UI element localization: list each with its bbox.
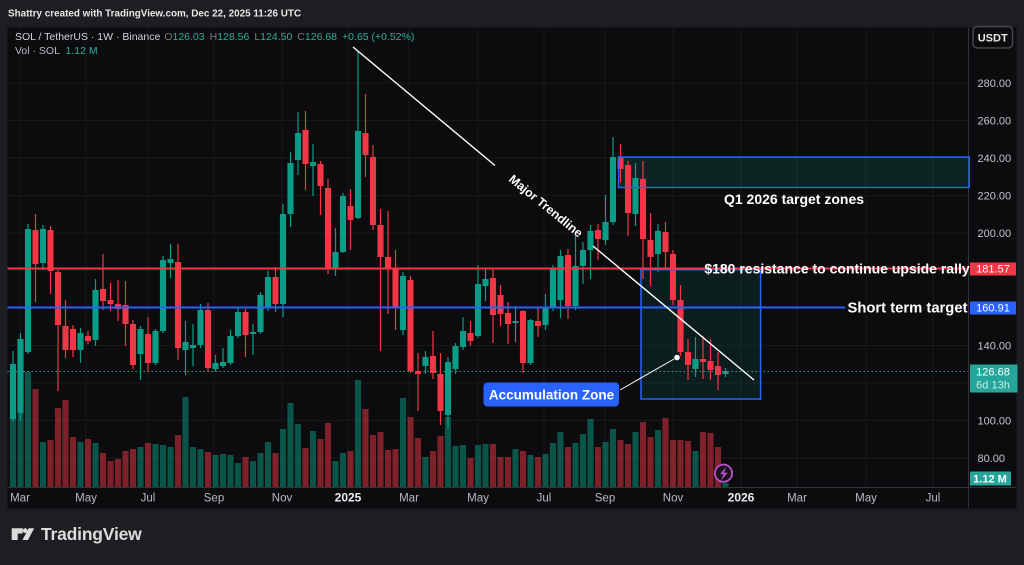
svg-text:1.12 M: 1.12 M — [973, 474, 1007, 486]
svg-text:Vol · SOL 1.12 M: Vol · SOL 1.12 M — [15, 45, 98, 57]
svg-text:140.00: 140.00 — [978, 341, 1012, 353]
svg-text:USDT: USDT — [978, 33, 1008, 45]
svg-text:May: May — [75, 493, 97, 505]
svg-text:Sep: Sep — [595, 493, 615, 505]
svg-text:260.00: 260.00 — [978, 116, 1012, 128]
svg-text:Sep: Sep — [204, 493, 224, 505]
svg-text:80.00: 80.00 — [978, 453, 1006, 465]
svg-text:181.57: 181.57 — [976, 264, 1010, 276]
svg-text:240.00: 240.00 — [978, 153, 1012, 165]
svg-text:6d 13h: 6d 13h — [976, 380, 1010, 392]
svg-text:May: May — [467, 493, 489, 505]
svg-text:Shattry created with TradingVi: Shattry created with TradingView.com, De… — [8, 9, 301, 20]
svg-text:Mar: Mar — [787, 493, 807, 505]
svg-text:TradingView: TradingView — [41, 524, 142, 544]
svg-text:Mar: Mar — [10, 493, 30, 505]
svg-text:280.00: 280.00 — [978, 78, 1012, 90]
svg-text:2025: 2025 — [335, 491, 362, 505]
svg-text:Accumulation Zone: Accumulation Zone — [489, 388, 615, 403]
svg-text:Nov: Nov — [272, 493, 293, 505]
svg-text:200.00: 200.00 — [978, 228, 1012, 240]
svg-text:May: May — [855, 493, 877, 505]
svg-text:100.00: 100.00 — [978, 416, 1012, 428]
svg-text:160.91: 160.91 — [976, 303, 1010, 315]
svg-text:220.00: 220.00 — [978, 191, 1012, 203]
svg-text:Jul: Jul — [537, 493, 552, 505]
svg-text:Q1 2026 target zones: Q1 2026 target zones — [724, 191, 864, 207]
svg-text:Jul: Jul — [926, 493, 941, 505]
svg-text:$180 resistance to continue up: $180 resistance to continue upside rally — [704, 261, 970, 277]
svg-text:126.68: 126.68 — [976, 367, 1010, 379]
svg-text:Jul: Jul — [141, 493, 156, 505]
svg-text:Mar: Mar — [399, 493, 419, 505]
svg-text:Nov: Nov — [663, 493, 684, 505]
svg-text:2026: 2026 — [728, 491, 755, 505]
svg-text:Short term target: Short term target — [847, 301, 967, 317]
